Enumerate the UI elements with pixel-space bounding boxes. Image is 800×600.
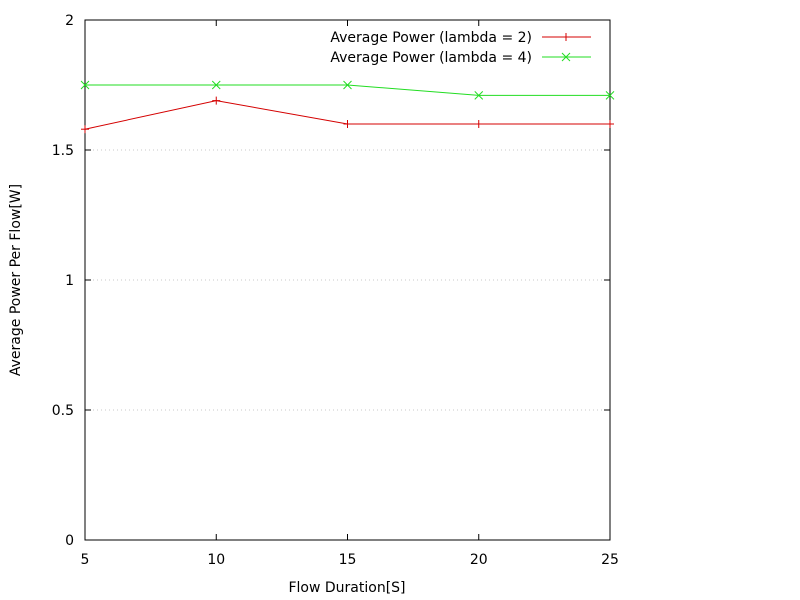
legend: Average Power (lambda = 2) Average Power … <box>330 30 591 66</box>
plot-frame <box>84 19 611 541</box>
data-point-cross <box>474 91 484 100</box>
x-axis-label: Flow Duration[S] <box>288 580 405 596</box>
data-point-cross <box>343 80 352 90</box>
data-point-plus <box>81 125 89 134</box>
data-point-plus <box>343 120 352 128</box>
x-tick-label: 20 <box>470 552 488 568</box>
data-point-plus <box>212 96 221 105</box>
x-tick-label: 10 <box>207 552 225 568</box>
grid-lines <box>85 149 610 411</box>
legend-label: Average Power (lambda = 2) <box>330 30 532 46</box>
data-point-cross <box>211 80 221 90</box>
data-point-cross <box>80 80 90 90</box>
data-point-plus <box>606 120 614 128</box>
y-axis-label: Average Power Per Flow[W] <box>8 184 24 376</box>
data-point-cross <box>561 52 571 62</box>
legend-label: Average Power (lambda = 4) <box>330 50 532 66</box>
series-line-2 <box>85 84 610 96</box>
series-lines <box>80 80 615 134</box>
y-tick-label: 1.5 <box>52 143 74 159</box>
data-point-plus <box>474 120 483 128</box>
y-tick-label: 1 <box>65 273 74 289</box>
x-tick-label: 5 <box>81 552 90 568</box>
y-tick-label: 2 <box>65 13 74 29</box>
data-point-cross <box>605 91 615 100</box>
x-tick-label: 25 <box>601 552 619 568</box>
y-tick-label: 0 <box>65 533 74 549</box>
axis-ticks: 00.511.525 10 15 20 25 <box>52 13 619 568</box>
data-point-plus <box>562 33 570 41</box>
x-tick-label: 15 <box>339 552 357 568</box>
y-tick-label: 0.5 <box>52 403 74 419</box>
